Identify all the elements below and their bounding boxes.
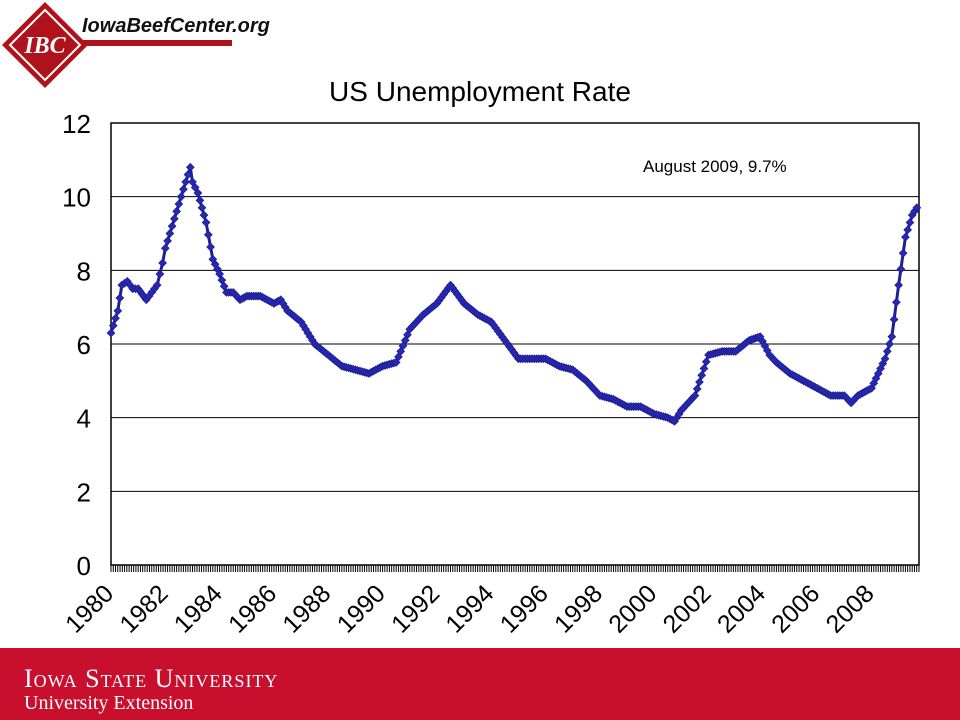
ibc-logo-mark: IBC [2, 2, 88, 88]
data-point [400, 335, 410, 345]
x-tick-label: 1986 [223, 579, 282, 638]
series-unemployment [106, 162, 922, 426]
data-point [903, 225, 913, 235]
data-point [155, 269, 165, 279]
data-point [106, 328, 116, 338]
data-point [892, 297, 901, 307]
x-tick-label: 2002 [658, 579, 717, 638]
data-point [695, 377, 704, 387]
y-tick-label: 4 [77, 404, 91, 434]
data-point [215, 269, 225, 279]
data-point [185, 162, 195, 172]
data-point [898, 248, 908, 258]
x-tick-label: 1988 [277, 579, 336, 638]
data-point [197, 203, 207, 213]
data-point [167, 221, 177, 231]
data-point [181, 177, 191, 187]
logo-text: IBC [23, 33, 66, 59]
site-url[interactable]: IowaBeefCenter.org [82, 15, 270, 37]
data-point [889, 315, 899, 324]
data-point [183, 170, 193, 179]
data-point [176, 192, 186, 202]
y-axis: 0 2 4 6 8 10 12 [62, 109, 91, 581]
data-point [201, 218, 211, 227]
y-tick-label: 0 [77, 551, 91, 581]
data-point [108, 321, 118, 330]
data-point [912, 203, 922, 213]
x-tick-label: 1982 [114, 579, 173, 638]
data-point [701, 357, 711, 367]
data-point [885, 339, 894, 349]
y-tick-label: 8 [77, 256, 91, 286]
y-tick-label: 12 [62, 109, 91, 139]
data-point [203, 230, 213, 240]
data-point [111, 313, 120, 323]
data-point [163, 236, 172, 246]
data-point [697, 370, 707, 380]
data-point [905, 218, 915, 227]
data-point [165, 229, 175, 238]
data-point [206, 242, 215, 252]
data-point [115, 293, 125, 303]
y-tick-label: 10 [62, 183, 91, 213]
data-point [170, 214, 179, 224]
data-point [199, 210, 209, 220]
data-point [113, 306, 123, 316]
data-point [188, 177, 197, 187]
x-axis: 1980198219841986198819901992199419961998… [60, 565, 920, 639]
data-point [190, 183, 200, 192]
data-point [179, 184, 188, 194]
x-tick-label: 1984 [169, 579, 228, 638]
x-tick-label: 2004 [712, 579, 771, 638]
data-point [158, 258, 167, 268]
x-tick-label: 1990 [332, 579, 391, 638]
x-tick-label: 1992 [386, 579, 445, 638]
footer-extension: University Extension [24, 692, 194, 714]
data-point [152, 280, 162, 290]
data-point [219, 281, 229, 291]
y-tick-label: 2 [77, 477, 91, 507]
data-point [174, 199, 184, 209]
x-tick-label: 1994 [440, 579, 499, 638]
data-point [887, 332, 897, 341]
footer-banner: Iowa State University University Extensi… [0, 648, 960, 720]
data-point [195, 195, 205, 205]
data-point [172, 207, 182, 216]
data-point [193, 188, 203, 198]
data-point [692, 384, 702, 394]
data-point [398, 341, 408, 351]
chart-title: US Unemployment Rate [329, 76, 631, 107]
footer-university: Iowa State University [24, 664, 279, 693]
data-point [217, 275, 227, 285]
data-point [690, 391, 700, 400]
data-point [880, 354, 890, 364]
x-tick-label: 1980 [60, 579, 119, 638]
data-point [882, 347, 892, 356]
header-rule [82, 40, 232, 46]
x-tick-label: 1996 [495, 579, 554, 638]
data-point [699, 364, 709, 373]
x-tick-label: 1998 [549, 579, 608, 638]
data-point [896, 264, 906, 274]
plot-frame [110, 122, 920, 566]
latest-value-annotation: August 2009, 9.7% [643, 157, 787, 176]
data-point [160, 243, 170, 253]
data-point [901, 232, 910, 242]
data-point [894, 280, 903, 290]
x-tick-label: 2008 [821, 579, 880, 638]
x-tick-label: 2006 [766, 579, 825, 638]
ibc-logo: IBC [0, 0, 100, 100]
gridlines [111, 196, 919, 492]
y-tick-label: 6 [77, 330, 91, 360]
x-tick-label: 2000 [603, 579, 662, 638]
